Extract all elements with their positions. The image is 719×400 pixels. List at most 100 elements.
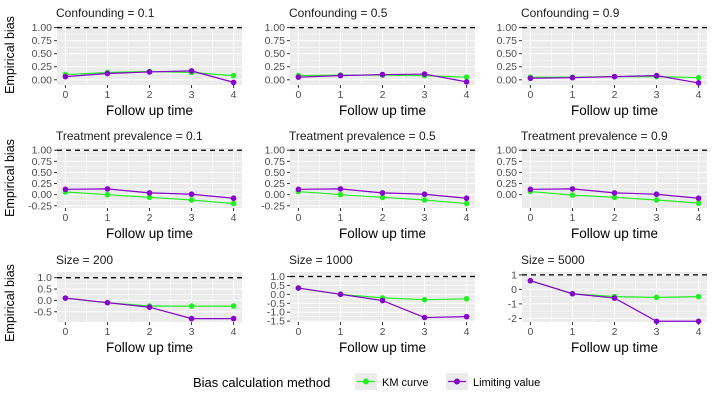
panel-4-xtick-label: 2 [147,212,153,224]
panel-7-ytick-label: 0.5 [37,284,52,296]
panel-7-xtick-label: 0 [62,326,68,338]
panel-2-series-limiting-value-point [379,71,386,78]
panel-5-series-limiting-value-point [337,186,344,192]
panel-5-series-km-curve-point [337,191,344,198]
panel-3-xlabel: Follow up time [571,103,658,118]
panel-2-series-limiting-value-point [337,72,344,79]
panel-8-xtick-label: 4 [464,326,470,338]
panel-7-ytick-label: 0.0 [37,295,52,307]
panel-8-series-km-curve-point [421,296,428,303]
panel-3-ytick-label: 1.00 [497,22,518,34]
panel-2-ytick-label: 0.25 [265,61,286,73]
panel-7-xtick-label: 4 [231,326,237,338]
panel-9-ytick-label: 1 [511,269,517,281]
panel-8-xtick-label: 3 [422,326,428,338]
panel-9-xtick-label: 0 [527,326,533,338]
panel-1-ytick-label: 0.75 [32,35,53,47]
legend-point-limiting-value [454,378,460,385]
panel-1-series-limiting-value-point [146,69,153,75]
panel-1-xtick-label: 3 [189,89,195,101]
panel-7-series-limiting-value-point [104,299,111,306]
panel-5-xtick-label: 1 [338,212,344,224]
row-ylabel-size: Empirical bias [3,264,17,342]
panel-7-xtick-label: 1 [105,326,111,338]
panel-7-xtick-label: 2 [147,326,153,338]
panel-7-series-km-curve-point [188,303,195,309]
panel-9-series-limiting-value-point [569,290,576,297]
legend: Bias calculation method KM curve Limitin… [193,373,540,390]
panel-8-ytick-label: 1.0 [270,271,285,283]
panel-3-xtick-label: 0 [527,89,533,101]
panel-5-xtick-label: 3 [422,212,428,224]
panel-5-series-limiting-value-point [463,195,470,202]
panel-8-ytick-label: 0.0 [270,289,285,301]
panel-4-title: Treatment prevalence = 0.1 [56,129,203,143]
panel-7-series-km-curve-point [230,303,237,309]
panel-3-xtick-label: 2 [612,89,618,101]
panel-6-series-limiting-value-point [569,186,576,192]
panel-4-ytick-label: 0.25 [32,178,53,190]
panel-8-ytick-label: -1.5 [267,316,285,328]
panel-7-ytick-label: -0.5 [34,306,52,318]
panel-4-ytick-label: 0.00 [32,189,53,201]
panel-8-xtick-label: 0 [295,326,301,338]
panel-3: 0.000.250.500.751.00 0 1 2 3 4 Confounding = 0… [497,6,707,118]
panel-8-ytick-label: 0.5 [270,280,285,292]
panel-6-xtick-label: 0 [527,212,533,224]
panel-4-series-limiting-value-point [146,190,153,196]
panel-8: -1.5-1.0-0.50.00.51.0 0 1 2 3 4 Size = 1000 Fol… [267,253,475,355]
legend-point-km-curve [363,378,369,385]
panel-3-ytick-label: 0.00 [497,74,518,86]
panel-1-xtick-label: 0 [62,89,68,101]
panel-5-ytick-label: 0.00 [265,189,286,201]
panel-4-series-limiting-value-point [104,186,111,192]
panel-1-ytick-label: 0.00 [32,74,53,86]
panel-4-ytick-label: 1.00 [32,145,53,157]
panel-1-xtick-label: 1 [105,89,111,101]
panel-4-series-km-curve-point [230,200,237,207]
panel-6-series-km-curve-point [653,197,660,203]
panel-9-ytick-label: 0 [511,284,517,296]
panel-6-series-km-curve-point [569,192,576,198]
panel-5-series-limiting-value-point [421,191,428,198]
panel-9-series-limiting-value-point [695,318,702,325]
panel-9-ytick-label: -2 [508,313,517,325]
panel-8-title: Size = 1000 [289,253,353,267]
panel-1-series-limiting-value-point [230,79,237,86]
panel-2-series-limiting-value-point [463,79,470,85]
panel-5-ytick-label: -0.25 [261,200,285,212]
panel-6-series-km-curve-point [611,194,618,201]
panel-2-xtick-label: 1 [338,89,344,101]
panel-1-ytick-label: 0.50 [32,48,53,60]
panel-9-xtick-label: 1 [570,326,576,338]
legend-label-limiting-value: Limiting value [473,377,540,389]
panel-8-ytick-label: -1.0 [267,307,285,319]
panel-8-series-limiting-value-point [295,285,302,291]
panel-8-xtick-label: 1 [338,326,344,338]
panel-3-ytick-label: 0.25 [497,61,518,73]
panel-1-series-limiting-value-point [188,68,195,74]
panel-5-xlabel: Follow up time [339,226,426,241]
panel-7-series-limiting-value-point [146,304,153,311]
panel-4-series-km-curve-point [104,191,111,198]
panel-6-xtick-label: 2 [612,212,618,224]
panel-6-xlabel: Follow up time [571,226,658,241]
panel-6-series-limiting-value-point [695,195,702,202]
panel-4-xtick-label: 3 [189,212,195,224]
legend-title: Bias calculation method [193,375,330,390]
panel-5: -0.250.000.250.500.751.00 0 1 2 3 4 Treatment … [261,129,475,241]
panel-3-series-limiting-value-point [569,74,576,81]
panel-4-series-km-curve-point [146,194,153,201]
panel-2-ytick-label: 1.00 [265,22,286,34]
panel-6-ytick-label: 0.75 [497,156,518,168]
panel-5-ytick-label: 1.00 [265,145,286,157]
panel-9-title: Size = 5000 [521,253,585,267]
panel-9-ytick-label: -1 [508,298,517,310]
panel-4-xtick-label: 0 [62,212,68,224]
panel-8-xlabel: Follow up time [339,340,426,355]
panel-7-series-limiting-value-point [230,315,237,322]
panel-2-series-limiting-value-point [421,71,428,77]
panel-1-xtick-label: 4 [231,89,237,101]
legend-label-km-curve: KM curve [382,377,428,389]
